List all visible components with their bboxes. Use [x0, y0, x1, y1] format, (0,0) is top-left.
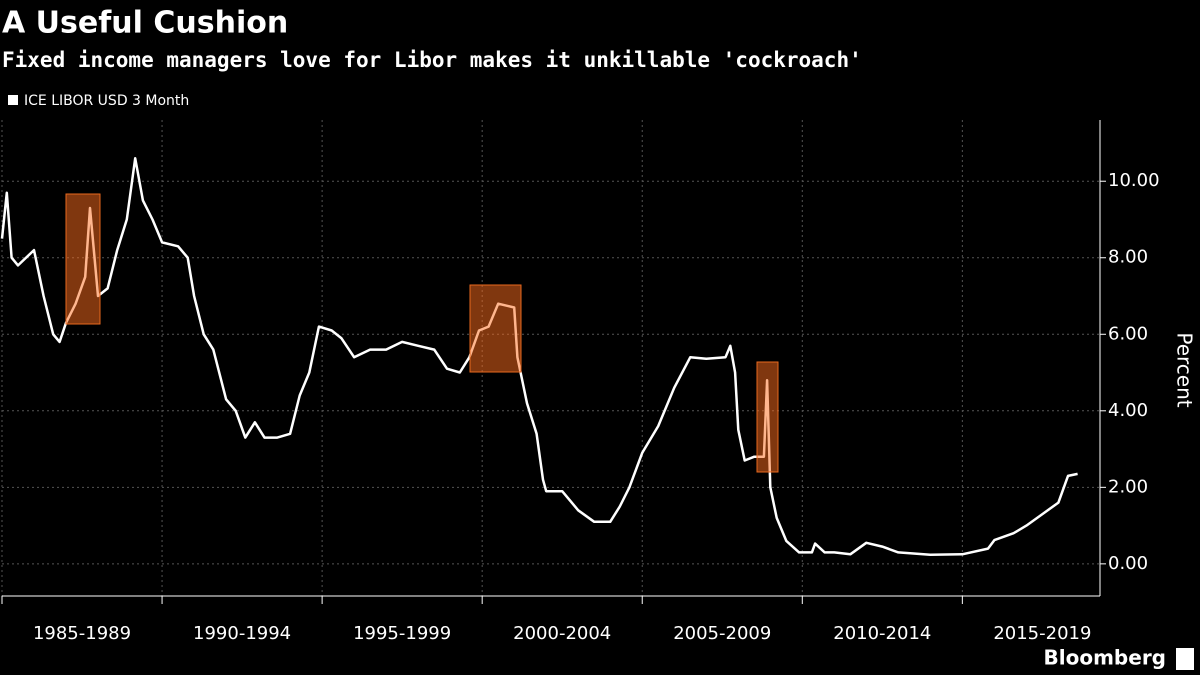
x-tick-label: 2015-2019	[993, 623, 1091, 644]
y-tick-label: 6.00	[1108, 323, 1148, 344]
x-tick-label: 1995-1999	[353, 623, 451, 644]
x-tick-label: 1990-1994	[193, 623, 291, 644]
highlight-box	[756, 361, 779, 473]
x-tick-label: 2005-2009	[673, 623, 771, 644]
y-tick-label: 8.00	[1108, 247, 1148, 268]
source: Bloomberg	[1044, 646, 1166, 670]
y-tick-label: 10.00	[1108, 170, 1160, 191]
logo-icon	[1176, 648, 1194, 670]
legend-label: ICE LIBOR USD 3 Month	[24, 93, 189, 109]
y-axis-label: Percent	[1173, 332, 1197, 407]
highlight-box	[65, 193, 101, 325]
y-tick-label: 0.00	[1108, 553, 1148, 574]
chart-subtitle: Fixed income managers love for Libor mak…	[2, 48, 862, 72]
highlight-box	[469, 284, 522, 373]
legend-swatch	[8, 95, 18, 105]
x-tick-label: 2010-2014	[833, 623, 931, 644]
chart-title: A Useful Cushion	[2, 6, 288, 41]
y-tick-label: 4.00	[1108, 400, 1148, 421]
data-line	[0, 157, 1078, 556]
x-tick-label: 2000-2004	[513, 623, 611, 644]
y-tick-label: 2.00	[1108, 476, 1148, 497]
x-tick-label: 1985-1989	[33, 623, 131, 644]
